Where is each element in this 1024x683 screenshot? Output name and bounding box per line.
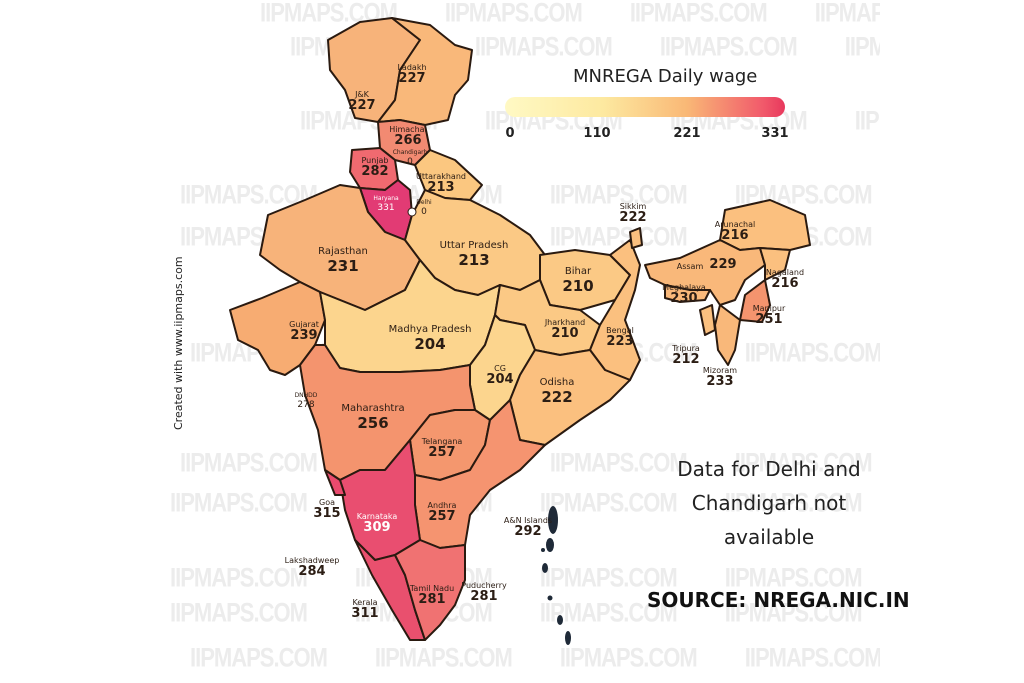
label-kerala: Kerala 311: [351, 598, 379, 622]
region-tripura: [699, 304, 716, 336]
label-ladakh: Ladakh 227: [397, 63, 427, 87]
legend-tick: 0: [505, 126, 515, 141]
label-odisha: Odisha 222: [539, 377, 575, 406]
label-karnataka: Karnataka 309: [356, 512, 398, 536]
region-karnataka: [339, 439, 421, 561]
label-chhattisgarh: CG 204: [486, 364, 514, 388]
legend-gradient-bar: [505, 97, 785, 117]
label-punjab: Punjab 282: [361, 156, 389, 180]
label-meghalaya: Meghalaya 230: [662, 283, 706, 307]
label-uttarakhand: Uttarakhand 213: [416, 172, 466, 196]
region-meghalaya: [664, 284, 711, 303]
label-andhra: Andhra 257: [427, 501, 457, 525]
label-assam-value: 229: [709, 257, 737, 272]
label-bengal: Bengal 223: [606, 326, 634, 350]
label-madhya-pradesh: Madhya Pradesh 204: [388, 324, 472, 353]
label-chandigarh: Chandigarh 0: [392, 149, 428, 167]
source-citation: SOURCE: NREGA.NIC.IN: [647, 588, 910, 612]
legend-ticks: 0 110 221 331: [505, 126, 789, 142]
legend-title: MNREGA Daily wage: [573, 66, 758, 87]
label-haryana: Haryana 331: [373, 195, 399, 213]
an-islands-shapes: [541, 506, 571, 645]
label-dnhdd: DNHDD 278: [294, 392, 318, 410]
label-manipur: Manipur 251: [752, 304, 786, 328]
label-jk: J&K 227: [348, 90, 376, 114]
label-lakshadweep: Lakshadweep 284: [284, 556, 340, 580]
label-tamil-nadu: Tamil Nadu 281: [409, 584, 455, 608]
label-maharashtra: Maharashtra 256: [341, 403, 405, 432]
region-goa: [324, 469, 346, 496]
label-delhi: Delhi 0: [416, 199, 432, 217]
region-delhi: [407, 207, 417, 217]
label-goa: Goa 315: [313, 498, 341, 522]
legend-tick: 331: [761, 126, 789, 141]
region-ladakh: [377, 17, 473, 126]
label-nagaland: Nagaland 216: [765, 268, 805, 292]
region-mizoram: [714, 304, 741, 366]
label-tripura: Tripura 212: [672, 344, 700, 368]
legend-tick: 221: [673, 126, 701, 141]
label-bihar: Bihar 210: [562, 266, 594, 295]
credit-text: Created with www.iipmaps.com: [172, 256, 185, 430]
region-nagaland: [759, 247, 791, 281]
region-sikkim: [629, 227, 643, 249]
label-himachal: Himachal 266: [389, 125, 427, 149]
label-an-islands: A&N Islands 292: [503, 516, 553, 540]
region-tamilnadu: [394, 539, 466, 641]
label-sikkim: Sikkim 222: [619, 202, 647, 226]
region-manipur: [739, 279, 771, 323]
data-availability-note: Data for Delhi and Chandigarh not availa…: [677, 457, 861, 549]
label-rajasthan: Rajasthan 231: [318, 246, 368, 275]
label-gujarat: Gujarat 239: [289, 320, 319, 344]
label-jharkhand: Jharkhand 210: [544, 318, 586, 342]
label-mizoram: Mizoram 233: [702, 366, 738, 390]
label-telangana: Telangana 257: [421, 437, 463, 461]
label-uttar-pradesh: Uttar Pradesh 213: [439, 240, 509, 269]
legend-tick: 110: [583, 126, 611, 141]
label-arunachal: Arunachal 216: [714, 220, 756, 244]
label-assam: Assam: [676, 262, 704, 271]
label-puducherry: Puducherry 281: [461, 581, 507, 605]
